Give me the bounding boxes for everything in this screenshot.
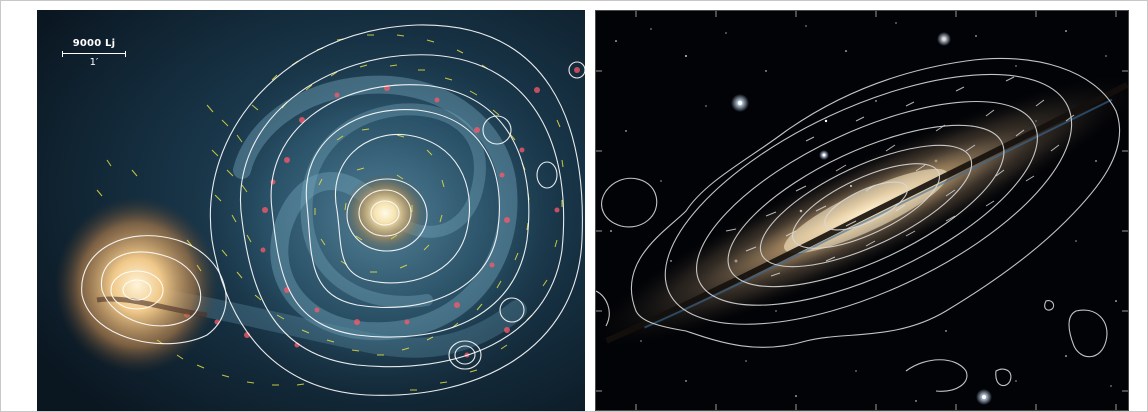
edge-on-galaxy-image [596, 11, 1128, 410]
scale-bar: 9000 Lj 1′ [59, 38, 129, 69]
bright-stars [731, 32, 992, 405]
edge-on-galaxy-panel [595, 10, 1129, 411]
spiral-galaxy-panel: 9000 Lj 1′ [37, 10, 585, 411]
hii-regions [184, 67, 580, 358]
scale-bar-angle: 1′ [89, 57, 99, 68]
companion-galaxy [55, 197, 219, 373]
radio-contours [81, 24, 585, 396]
radio-contours [596, 57, 1121, 392]
scale-bar-distance: 9000 Lj [72, 38, 116, 49]
coordinate-frame-ticks [596, 11, 1128, 410]
scale-bar-rule [62, 51, 126, 57]
spiral-galaxy-image [37, 10, 585, 411]
polarization-vectors [725, 76, 1075, 277]
galaxy-core [343, 173, 427, 253]
dust-lane [605, 82, 1128, 344]
